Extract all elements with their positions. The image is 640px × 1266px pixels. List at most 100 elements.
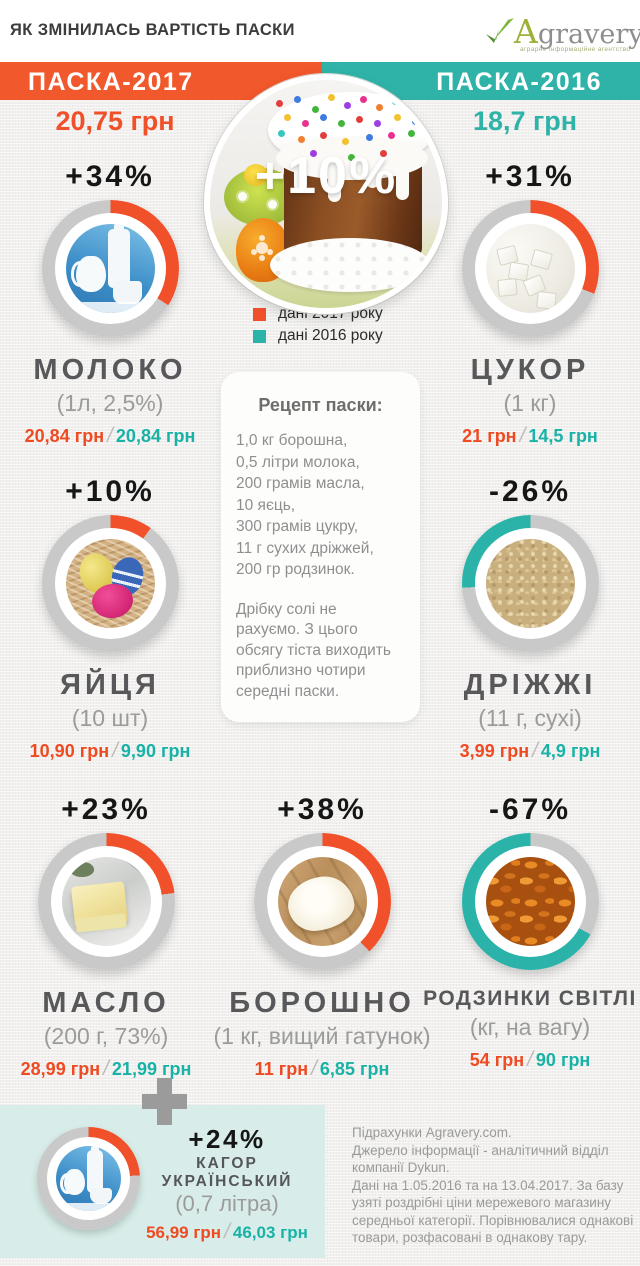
raisins-spec: (кг, на вагу) (469, 1014, 591, 1040)
eggs-price-2016: 9,90 грн (120, 741, 191, 761)
product-milk: +34% МОЛОКО (1л, 2,5%) 20,84 грн/20,84 г… (0, 162, 220, 448)
yeast-change: -26% (488, 475, 572, 508)
butter-price-2017: 28,99 грн (20, 1059, 101, 1079)
sugar-change: +31% (485, 160, 575, 193)
yeast-change-ring (461, 515, 599, 652)
brand-initial: A (514, 12, 538, 51)
eggs-photo (65, 539, 155, 628)
sugar-photo (485, 224, 575, 313)
footer-line: Джерело інформації - аналітичний відділ … (352, 1142, 609, 1176)
sugar-name: ЦУКОР (470, 354, 590, 386)
egg-pattern (256, 242, 268, 254)
butter-change-ring (37, 833, 175, 970)
eggs-prices: 10,90 грн/9,90 грн (29, 739, 191, 762)
yeast-price-2017: 3,99 грн (459, 741, 530, 761)
brand-wordmark: Agravery (514, 12, 640, 51)
recipe-note: Дрібку солі не рахуємо. З цього обсягу т… (236, 600, 391, 700)
legend-label-2016: дані 2016 року (278, 327, 383, 344)
kagor-price-2016: 46,03 грн (232, 1223, 308, 1242)
flour-change-ring (253, 833, 391, 970)
flour-change: +38% (277, 793, 367, 826)
raisins-change: -67% (488, 793, 572, 826)
banner-paska-2016: ПАСКА-2016 (322, 62, 640, 100)
kagor-spec: (0,7 літра) (175, 1191, 279, 1216)
kagor-change-ring (37, 1127, 140, 1230)
raisins-price-2016: 90 грн (535, 1050, 591, 1070)
recipe-ingredient: 300 грамів цукру, (236, 518, 359, 535)
yeast-photo (485, 539, 575, 628)
butter-prices: 28,99 грн/21,99 грн (20, 1057, 192, 1080)
flour-prices: 11 грн/6,85 грн (254, 1057, 390, 1080)
sprinkles (276, 100, 283, 107)
product-raisins: -67% РОДЗИНКИ СВІТЛІ (кг, на вагу) 54 гр… (420, 795, 640, 1072)
raisins-price-2017: 54 грн (469, 1050, 525, 1070)
eggs-price-2017: 10,90 грн (29, 741, 110, 761)
milk-photo (65, 224, 155, 313)
checkmark-icon (484, 16, 518, 48)
milk-spec: (1л, 2,5%) (56, 390, 164, 416)
milk-price-2017: 20,84 грн (24, 426, 105, 446)
kagor-price-2017: 56,99 грн (146, 1223, 222, 1242)
kagor-prices: 56,99 грн/46,03 грн (146, 1220, 308, 1243)
recipe-ingredient: 0,5 літри молока, (236, 453, 360, 471)
milk-name: МОЛОКО (33, 354, 187, 386)
eggs-change: +10% (65, 475, 155, 508)
flour-price-2017: 11 грн (254, 1059, 309, 1079)
yeast-price-2016: 4,9 грн (540, 741, 601, 761)
milk-change-ring (41, 200, 179, 337)
sugar-price-2017: 21 грн (462, 426, 517, 446)
banner-paska-2017: ПАСКА-2017 (0, 62, 322, 100)
sugar-change-ring (461, 200, 599, 337)
sugar-spec: (1 кг) (503, 390, 557, 416)
legend-item-2016: дані 2016 року (253, 325, 383, 347)
recipe-ingredient: 200 гр родзинок. (236, 561, 355, 578)
banner-2016-label: ПАСКА-2016 (436, 68, 602, 96)
legend-swatch-2016 (253, 329, 266, 343)
cake-icing (276, 136, 428, 180)
raisins-change-ring (461, 833, 599, 970)
sugar-prices: 21 грн/14,5 грн (462, 424, 598, 447)
brand-tagline: аграрне інформаційне агентство (520, 46, 631, 53)
flour-price-2016: 6,85 грн (319, 1059, 390, 1079)
product-eggs: +10% ЯЙЦЯ (10 шт) 10,90 грн/9,90 грн (0, 477, 220, 763)
product-sugar: +31% ЦУКОР (1 кг) 21 грн/14,5 грн (420, 162, 640, 448)
banner-2017-label: ПАСКА-2017 (28, 68, 194, 96)
eggs-spec: (10 шт) (71, 705, 149, 731)
paska-2017-price: 20,75 грн (55, 106, 175, 136)
raisins-name: РОДЗИНКИ СВІТЛІ (423, 987, 637, 1010)
header-bar: ЯК ЗМІНИЛАСЬ ВАРТІСТЬ ПАСКИ Agravery агр… (0, 0, 640, 62)
recipe-ingredient: 10 яєць, (236, 496, 296, 514)
page-title: ЯК ЗМІНИЛАСЬ ВАРТІСТЬ ПАСКИ (10, 21, 295, 39)
recipe-ingredient: 1,0 кг борошна, (236, 432, 348, 449)
recipe-ingredient: 200 грамів масла, (236, 475, 365, 492)
plus-icon (142, 1078, 187, 1125)
easter-cake-photo (204, 74, 448, 314)
flower-decoration (268, 200, 277, 209)
kagor-name: КАГОР УКРАЇНСЬКИЙ (161, 1155, 293, 1190)
eggs-name: ЯЙЦЯ (60, 669, 160, 701)
paska-2016-price: 18,7 грн (472, 106, 578, 136)
product-flour: +38% БОРОШНО (1 кг, вищий гатунок) 11 гр… (212, 795, 432, 1081)
raisins-prices: 54 грн/90 грн (469, 1048, 591, 1071)
footer-notes: Підрахунки Agravery.com. Джерело інформа… (352, 1124, 634, 1247)
recipe-ingredient: 11 г сухих дріжжей, (236, 539, 374, 557)
kagor-change: +24% (188, 1124, 266, 1154)
paska-total-change: +10% (254, 147, 398, 205)
yeast-spec: (11 г, сухі) (478, 705, 582, 731)
yeast-name: ДРІЖЖІ (463, 669, 597, 701)
butter-price-2016: 21,99 грн (111, 1059, 192, 1079)
milk-price-2016: 20,84 грн (115, 426, 196, 446)
footer-line: Підрахунки Agravery.com. (352, 1125, 512, 1140)
yeast-prices: 3,99 грн/4,9 грн (459, 739, 601, 762)
eggs-change-ring (41, 515, 179, 652)
footer-line: Дані на 1.05.2016 та на 13.04.2017. За б… (352, 1177, 634, 1246)
recipe-card: Рецепт паски: 1,0 кг борошна, 0,5 літри … (221, 372, 420, 722)
product-butter: +23% МАСЛО (200 г, 73%) 28,99 грн/21,99 … (0, 795, 216, 1081)
flour-name: БОРОШНО (229, 987, 415, 1019)
sugar-price-2016: 14,5 грн (528, 426, 598, 446)
butter-change: +23% (61, 793, 151, 826)
brand-rest: gravery (537, 19, 640, 50)
butter-name: МАСЛО (42, 987, 170, 1019)
raisins-photo (485, 857, 575, 946)
